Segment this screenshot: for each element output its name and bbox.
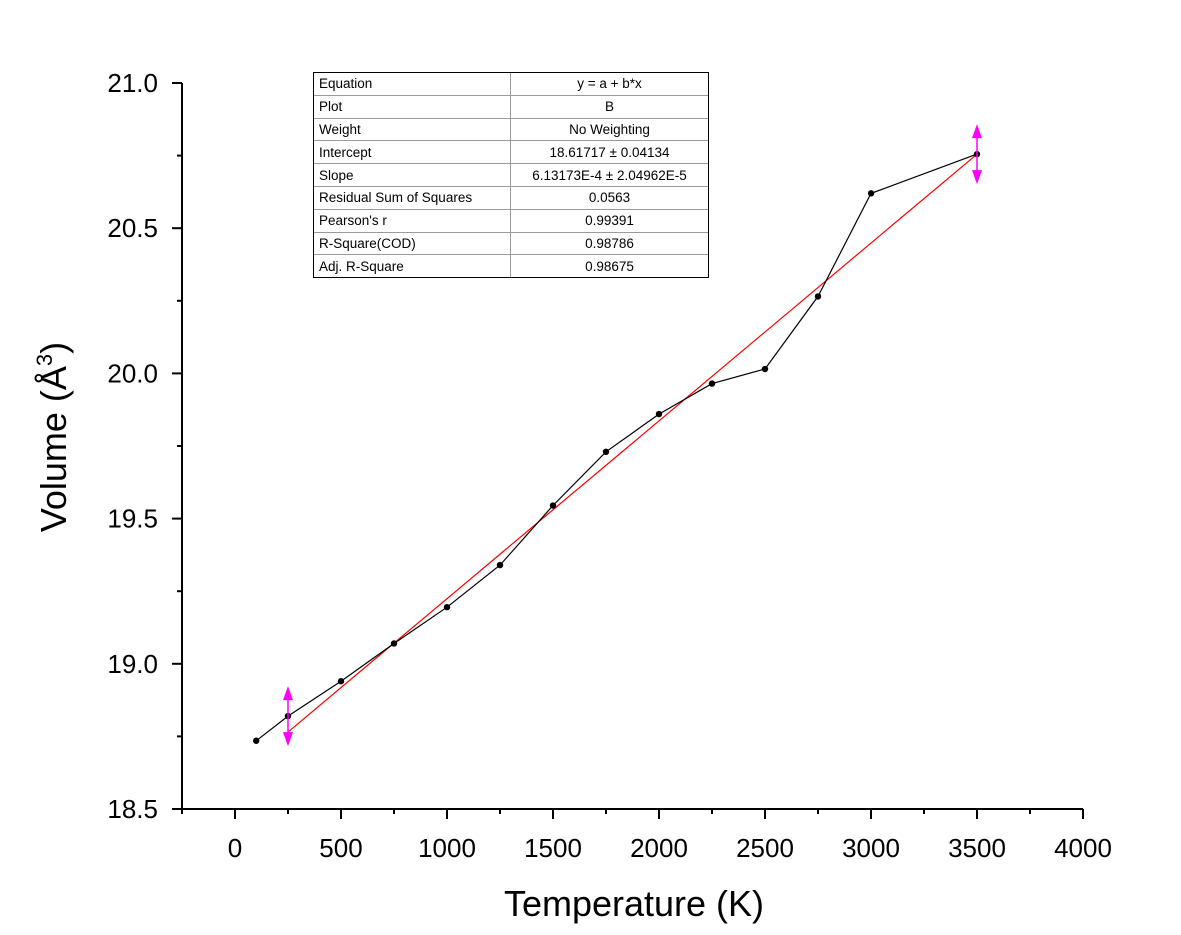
y-tick-label: 18.5 [107, 794, 158, 824]
fit-layer [287, 153, 978, 733]
data-point [443, 603, 451, 611]
y-axis-title-main: Volume (Å [33, 366, 74, 532]
range-marker-arrow-up [972, 124, 982, 139]
y-axis-ticks: 18.5 19.0 19.5 20.0 20.5 21.0 [107, 68, 182, 824]
data-point [390, 640, 398, 647]
linear-fit-line [287, 153, 978, 733]
fit-statistic-value: 18.61717 ± 0.04134 [510, 140, 708, 165]
y-tick-label: 20.0 [107, 358, 158, 388]
range-marker [972, 124, 982, 185]
fit-statistics-body: Equation y = a + b*x Plot B Weight No Weighti… [314, 73, 708, 278]
y-tick-label: 19.5 [107, 504, 158, 534]
x-axis-ticks: 0 500 1000 1500 2000 2500 3000 3500 4000 [181, 809, 1112, 863]
fit-statistic-value: 0.98786 [510, 231, 708, 256]
x-tick-label: 1000 [418, 833, 476, 863]
range-marker [283, 686, 293, 747]
fit-statistic-label: Pearson's r [314, 208, 511, 233]
fit-statistic-value: 6.13173E-4 ± 2.04962E-5 [510, 163, 708, 187]
x-tick-label: 0 [228, 833, 242, 863]
fit-statistic-label: Adj. R-Square [314, 254, 511, 278]
fit-statistics-row: R-Square(COD) 0.98786 [314, 231, 708, 256]
fit-statistic-value: 0.0563 [510, 185, 708, 210]
fit-statistic-value: y = a + b*x [510, 73, 708, 96]
fit-statistic-label: R-Square(COD) [314, 231, 511, 256]
x-tick-label: 2500 [736, 833, 794, 863]
fit-statistic-label: Equation [314, 73, 511, 96]
fit-statistics-row: Intercept 18.61717 ± 0.04134 [314, 140, 708, 165]
data-point [602, 448, 610, 456]
fit-statistics-table: Equation y = a + b*x Plot B Weight No Weighti… [313, 72, 709, 279]
x-tick-label: 4000 [1054, 833, 1112, 863]
range-marker-arrow-up [283, 686, 293, 701]
y-axis-title-superscript: 3 [32, 354, 57, 366]
fit-statistics-grid: Equation y = a + b*x Plot B Weight No Weighti… [314, 73, 708, 278]
fit-statistic-value: No Weighting [510, 117, 708, 142]
fit-statistic-label: Slope [314, 163, 511, 187]
fit-statistics-row: Plot B [314, 94, 708, 119]
y-axis-title-close: ) [33, 342, 74, 354]
fit-statistics-row: Equation y = a + b*x [314, 73, 708, 96]
x-tick-label: 3500 [948, 833, 1006, 863]
fit-statistics-row: Residual Sum of Squares 0.0563 [314, 185, 708, 210]
range-marker-arrow-down [283, 732, 293, 747]
x-tick-label: 500 [319, 833, 362, 863]
fit-statistic-value: B [510, 94, 708, 119]
series-layer [253, 150, 981, 744]
y-tick-label: 20.5 [107, 213, 158, 243]
fit-statistic-value: 0.99391 [510, 208, 708, 233]
data-point [253, 737, 260, 744]
x-tick-label: 2000 [630, 833, 688, 863]
y-tick-label: 19.0 [107, 649, 158, 679]
data-point [761, 365, 769, 373]
data-point [867, 190, 875, 197]
y-tick-label: 21.0 [107, 68, 158, 98]
x-tick-label: 1500 [524, 833, 582, 863]
fit-statistic-label: Intercept [314, 140, 511, 165]
x-tick-label: 3000 [842, 833, 900, 863]
data-point [337, 678, 345, 685]
fit-statistic-label: Residual Sum of Squares [314, 185, 511, 210]
fit-statistics-row: Pearson's r 0.99391 [314, 208, 708, 233]
fit-statistic-label: Weight [314, 117, 511, 142]
fit-statistics-row: Adj. R-Square 0.98675 [314, 254, 708, 278]
range-marker-arrow-down [972, 170, 982, 185]
y-axis-title: Volume (Å3) [32, 342, 74, 532]
fit-statistics-row: Weight No Weighting [314, 117, 708, 142]
data-point [814, 293, 822, 300]
x-axis-title: Temperature (K) [504, 883, 764, 924]
series-line [255, 153, 978, 742]
range-marker-layer [283, 124, 982, 747]
data-point [496, 561, 504, 569]
fit-statistics-row: Slope 6.13173E-4 ± 2.04962E-5 [314, 163, 708, 187]
data-point [655, 410, 663, 418]
data-point [549, 502, 557, 509]
data-point [708, 380, 716, 387]
fit-statistic-value: 0.98675 [510, 254, 708, 278]
fit-statistic-label: Plot [314, 94, 511, 119]
